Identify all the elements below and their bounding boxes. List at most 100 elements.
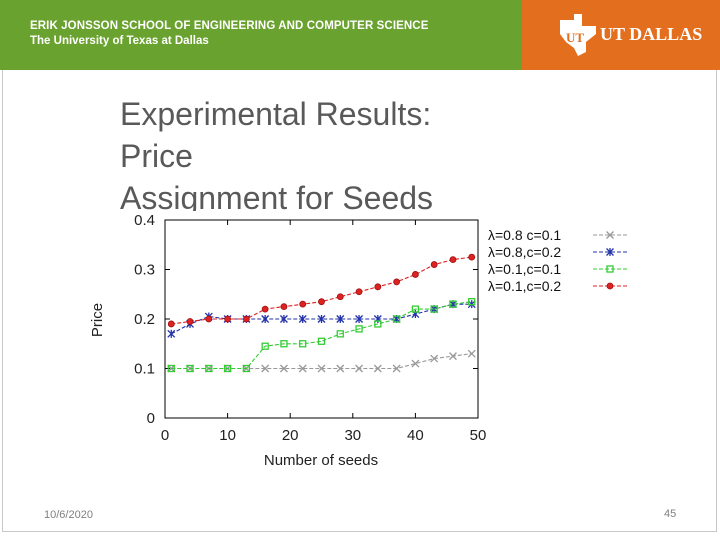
series-3 [167, 298, 476, 373]
data-point [393, 278, 401, 286]
data-point [280, 340, 288, 348]
frame-left-line [2, 70, 3, 532]
data-point [261, 315, 270, 323]
y-tick-label: 0.3 [134, 262, 155, 279]
utd-logo: UT UT DALLAS [556, 12, 702, 58]
data-point [279, 364, 288, 373]
legend-label: λ=0.8 c=0.1 [488, 227, 561, 243]
series-line [171, 256, 472, 325]
data-point [336, 364, 345, 373]
data-point [411, 271, 419, 278]
series-layer [167, 253, 476, 373]
x-tick-label: 50 [470, 427, 487, 444]
data-point [449, 256, 457, 263]
university-name: The University of Texas at Dallas [30, 35, 209, 47]
x-tick-label: 10 [219, 427, 236, 444]
data-point [205, 315, 213, 323]
y-tick-label: 0.1 [134, 361, 155, 378]
data-point [167, 329, 176, 338]
data-point [224, 315, 232, 323]
y-tick-label: 0.4 [134, 212, 155, 229]
data-point [299, 300, 307, 308]
data-point [223, 364, 232, 373]
data-point [298, 364, 307, 373]
slide-title-line-2: Price [120, 138, 193, 174]
slide-title: Experimental Results: Price Assignment f… [120, 93, 540, 211]
data-point [374, 283, 382, 291]
x-tick-label: 20 [282, 427, 299, 444]
frame-right-line [716, 70, 717, 532]
data-point [242, 364, 251, 373]
data-point [242, 315, 250, 323]
data-point [411, 359, 420, 368]
legend-marker [606, 248, 614, 256]
frame-bottom-line [2, 531, 717, 532]
series-4 [167, 253, 476, 328]
legend-label: λ=0.8,c=0.2 [488, 244, 561, 260]
data-point [317, 315, 326, 323]
data-point [355, 325, 363, 333]
data-point [167, 320, 175, 328]
data-point [261, 305, 269, 313]
data-point [279, 315, 288, 323]
data-point [167, 364, 176, 373]
svg-text:UT: UT [566, 30, 584, 45]
chart-legend: λ=0.8 c=0.1λ=0.8,c=0.2λ=0.1,c=0.1λ=0.1,c… [488, 227, 627, 294]
x-tick-label: 0 [161, 427, 169, 444]
legend-label: λ=0.1,c=0.1 [488, 261, 561, 277]
legend-marker [606, 231, 614, 239]
data-point [355, 315, 364, 323]
data-point [468, 298, 476, 306]
y-tick-label: 0 [147, 410, 155, 427]
logo-text: UT DALLAS [600, 24, 703, 44]
slide-date: 10/6/2020 [44, 509, 93, 521]
data-point [392, 364, 401, 373]
header-green-band: ERIK JONSSON SCHOOL OF ENGINEERING AND C… [0, 0, 522, 70]
texas-star-icon: UT [560, 14, 596, 56]
data-point [205, 364, 213, 373]
series-line [171, 353, 472, 370]
data-point [299, 340, 307, 348]
data-point [167, 364, 175, 373]
y-axis-label: Price [89, 303, 106, 337]
data-point [186, 318, 194, 325]
slide-title-line-1: Experimental Results: [120, 96, 432, 132]
data-point [411, 305, 420, 313]
data-point [261, 364, 270, 373]
data-point [336, 315, 345, 323]
data-point [336, 330, 344, 338]
data-point [468, 253, 476, 261]
data-point [430, 261, 438, 268]
data-point [336, 293, 344, 301]
data-point [392, 315, 401, 323]
data-point [449, 300, 457, 308]
axis-ticks: 0 10 20 30 40 50 0 0.1 0.2 0.3 0.4 [134, 212, 486, 444]
data-point [449, 352, 457, 361]
slide-title-line-3: Assignment for Seeds [120, 180, 434, 211]
slide-header: ERIK JONSSON SCHOOL OF ENGINEERING AND C… [0, 0, 720, 70]
series-line [171, 303, 472, 335]
y-tick-label: 0.2 [134, 311, 155, 328]
data-point [355, 364, 364, 373]
data-point [318, 298, 325, 306]
school-name: ERIK JONSSON SCHOOL OF ENGINEERING AND C… [30, 20, 429, 32]
data-point [430, 354, 439, 363]
data-point [186, 364, 194, 373]
x-tick-label: 30 [344, 427, 361, 444]
data-point [373, 364, 382, 373]
legend-label: λ=0.1,c=0.2 [488, 278, 561, 294]
data-point [298, 315, 307, 323]
data-point [261, 342, 269, 350]
data-point [317, 337, 326, 345]
data-point [355, 288, 363, 296]
series-line [171, 301, 472, 370]
x-axis-label: Number of seeds [264, 452, 378, 469]
header-orange-band [522, 0, 720, 70]
data-point [430, 305, 438, 313]
data-point [467, 349, 476, 358]
data-point [280, 303, 288, 311]
legend-marker [606, 265, 614, 273]
x-tick-label: 40 [407, 427, 424, 444]
slide-number: 45 [664, 508, 677, 520]
